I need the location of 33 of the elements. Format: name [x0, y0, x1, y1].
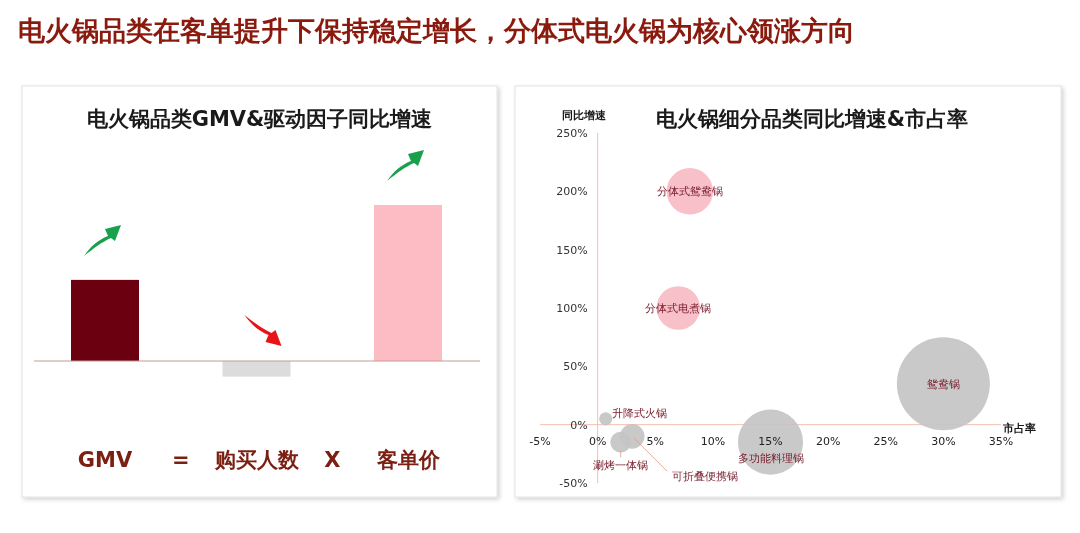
chart-title: 电火锅品类GMV&驱动因子同比增速 — [86, 107, 433, 131]
series-label: 多功能料理锅 — [737, 452, 804, 466]
x-tick-label: 25% — [873, 434, 898, 448]
series-label: 涮烤一体锅 — [593, 459, 649, 473]
y-tick-label: 200% — [556, 185, 588, 199]
x-tick-label: GMV — [77, 448, 133, 472]
x-tick-label: 15% — [758, 434, 783, 448]
series-label: 分体式鸳鸯锅 — [656, 185, 723, 199]
x-tick-label: 20% — [815, 434, 841, 448]
x-axis-title: 市占率 — [1002, 421, 1036, 435]
series-label: 鸳鸯锅 — [926, 377, 960, 391]
text: 可折叠便携锅 — [672, 470, 739, 484]
y-tick-label: 100% — [556, 302, 588, 315]
text: 电火锅品类在客单提升下保持稳定增长，分体式电火锅为核心领涨方向 — [18, 15, 855, 46]
y-tick-label: 250% — [556, 127, 588, 140]
y-tick-label: -50% — [559, 477, 588, 490]
x-tick-label: 35% — [988, 434, 1014, 448]
text: X — [324, 448, 341, 472]
series-label: 升降式火锅 — [612, 406, 668, 420]
series-label: 分体式电煮锅 — [645, 302, 712, 315]
y-tick-label: 0% — [570, 418, 588, 432]
x-tick-label: 5% — [646, 434, 664, 448]
x-tick-label: -5% — [529, 434, 551, 448]
text: = — [171, 448, 190, 472]
y-tick-label: 150% — [556, 243, 588, 257]
x-tick-label: 30% — [931, 434, 956, 448]
x-tick-label: 客单价 — [375, 448, 441, 472]
x-tick-label: 10% — [700, 434, 726, 448]
x-tick-label: 购买人数 — [213, 448, 300, 472]
y-tick-label: 50% — [563, 360, 588, 374]
x-tick-label: 0% — [588, 434, 607, 448]
chart-title: 电火锅细分品类同比增速&市占率 — [655, 107, 969, 131]
y-axis-title: 同比增速 — [561, 109, 607, 122]
